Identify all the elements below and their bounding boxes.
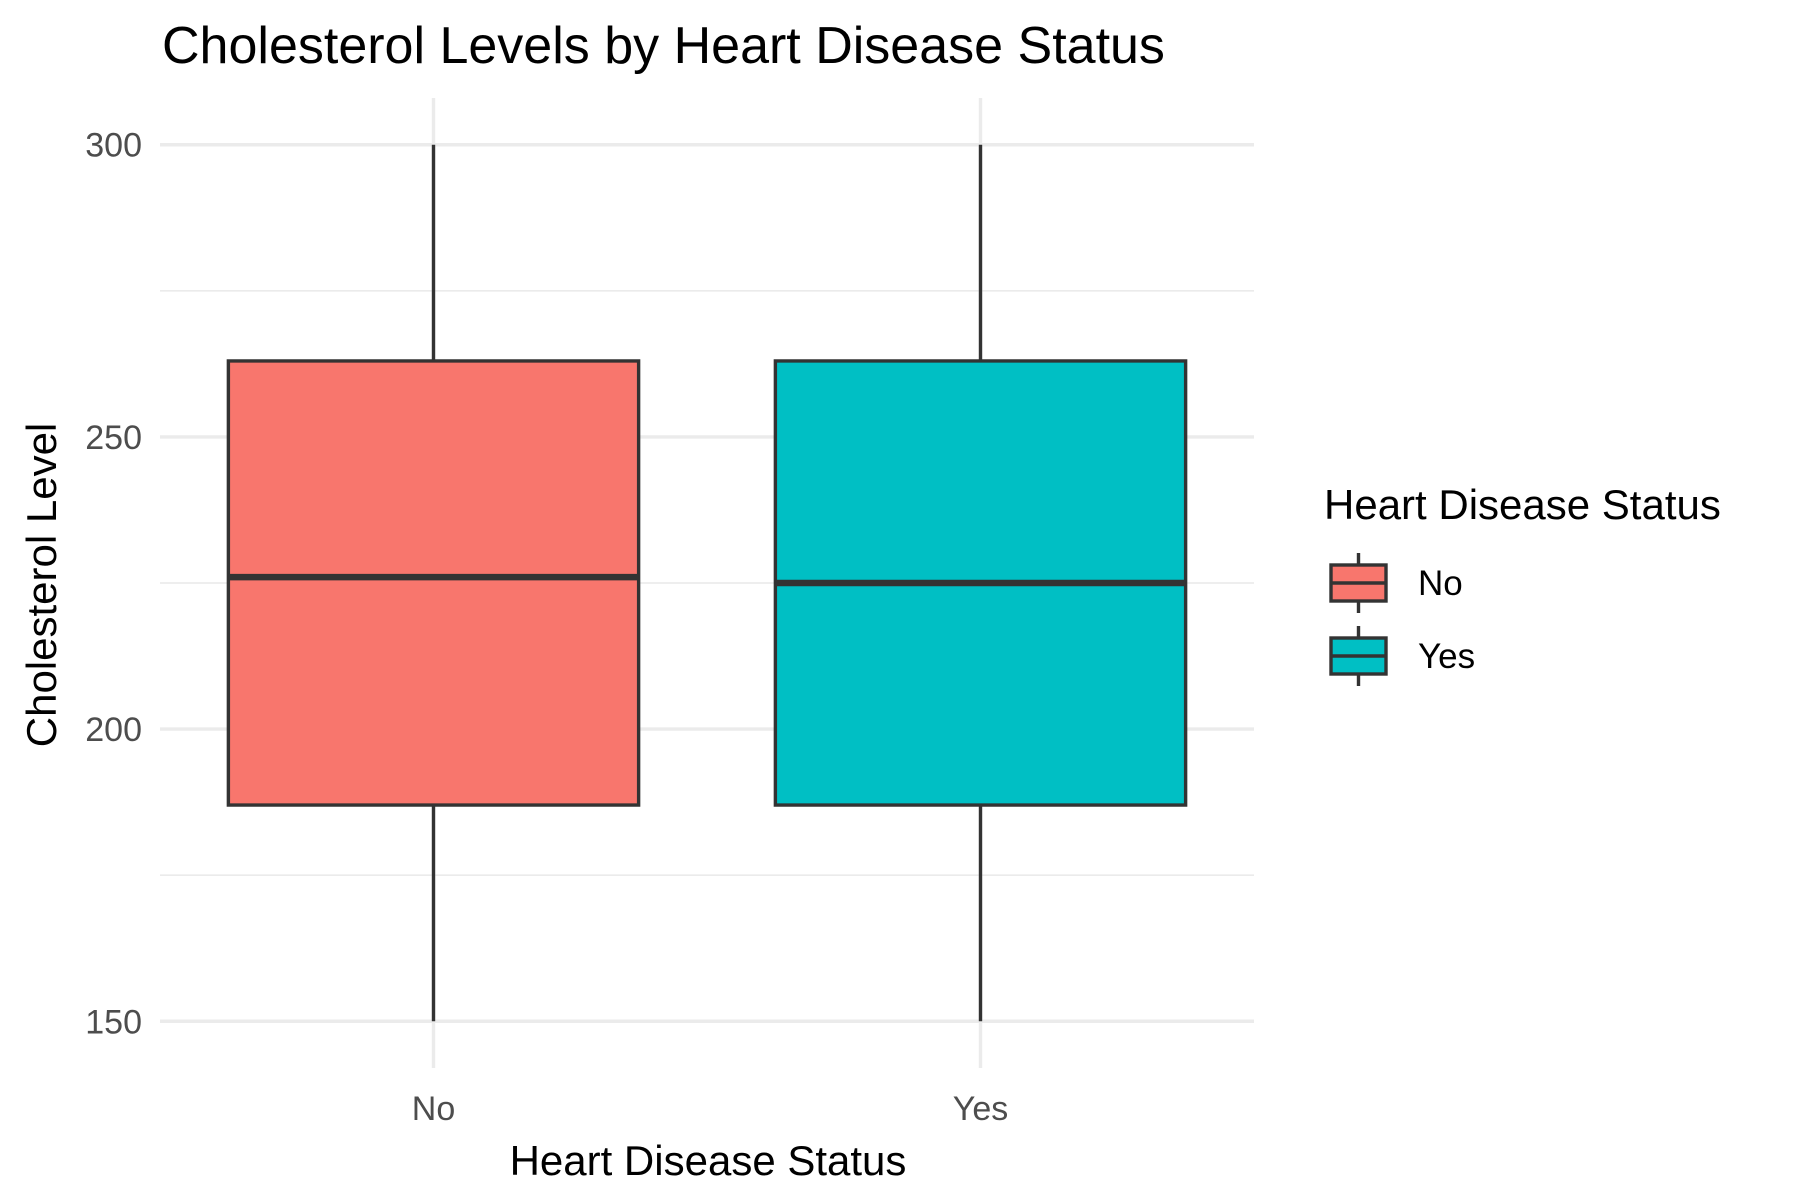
y-tick-label: 250 [85,419,142,457]
y-tick-label: 300 [85,127,142,165]
legend-entry-no: No [1329,553,1463,613]
chart-title: Cholesterol Levels by Heart Disease Stat… [162,17,1165,75]
boxes [226,144,1188,1022]
x-tick-label: No [412,1090,455,1128]
x-axis-title: Heart Disease Status [510,1137,907,1184]
y-axis-ticks: 150 200 250 300 [85,127,142,1042]
box-no [226,144,641,1022]
box-body [226,359,641,807]
y-axis-title: Cholesterol Level [18,423,65,748]
y-tick-label: 200 [85,711,142,749]
legend-entry-yes: Yes [1329,626,1475,686]
legend-title: Heart Disease Status [1324,481,1721,528]
box-yes [773,144,1188,1022]
legend: Heart Disease Status No Yes [1324,481,1721,686]
y-tick-label: 150 [85,1003,142,1041]
legend-label: Yes [1418,637,1475,676]
legend-label: No [1418,564,1463,603]
x-axis-ticks: No Yes [412,1090,1008,1128]
x-tick-label: Yes [953,1090,1008,1128]
